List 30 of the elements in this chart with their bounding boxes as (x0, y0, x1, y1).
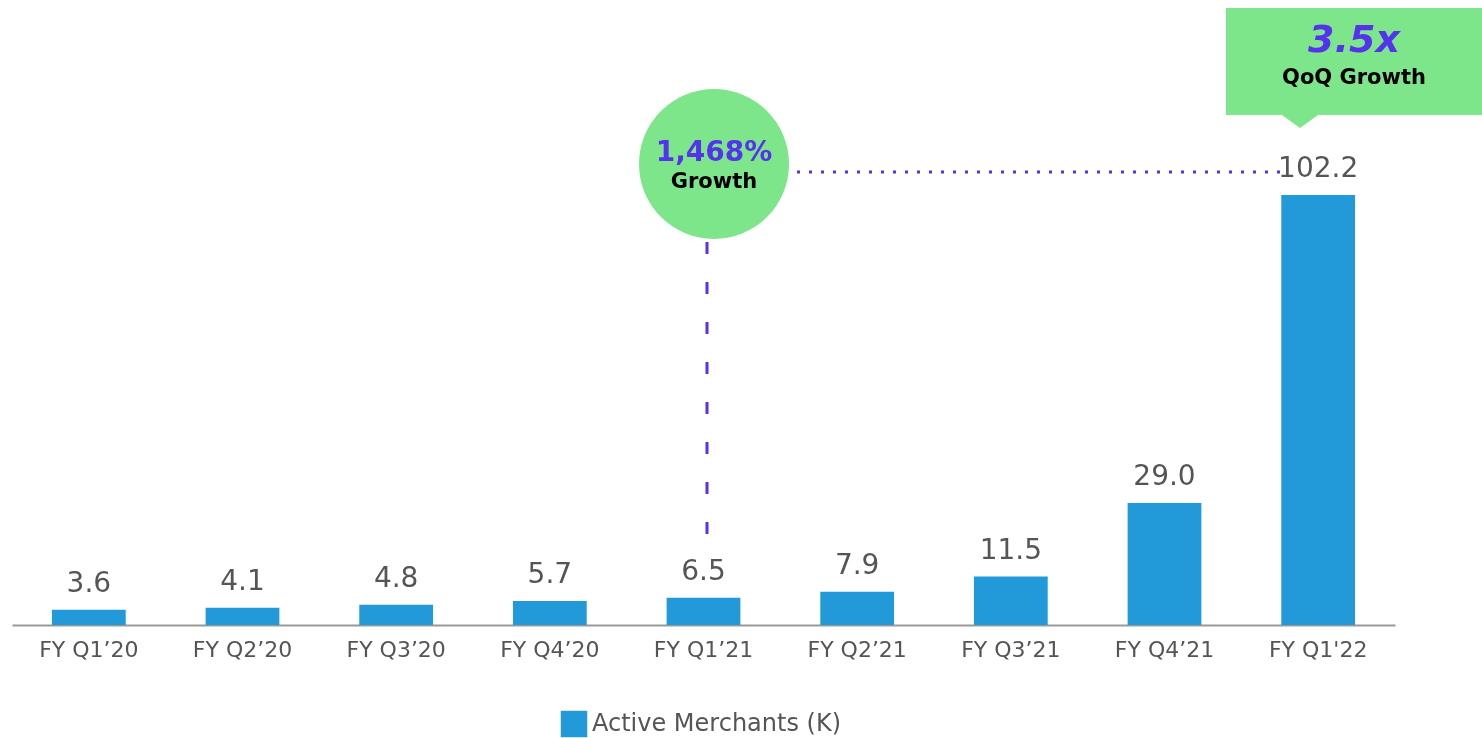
bar (1281, 195, 1356, 625)
data-label: 6.5 (681, 553, 726, 587)
bar (820, 591, 895, 625)
data-label: 11.5 (979, 532, 1043, 566)
bar (666, 597, 741, 625)
x-tick-label: FY Q2’20 (192, 636, 293, 662)
data-label: 4.8 (373, 560, 419, 594)
x-tick-label: FY Q4’21 (1114, 636, 1215, 662)
data-label: 7.9 (834, 547, 880, 581)
x-tick-label: FY Q1'22 (1268, 636, 1368, 662)
data-label: 29.0 (1133, 458, 1196, 492)
x-tick-label: FY Q3’20 (346, 636, 446, 662)
data-label: 4.1 (220, 563, 265, 597)
bar (205, 607, 280, 625)
x-tick-label: FY Q1’20 (39, 636, 139, 662)
bar (51, 609, 126, 625)
x-tick-label: FY Q2’21 (807, 636, 907, 662)
bar (359, 604, 434, 625)
x-tick-label: FY Q1’21 (653, 636, 754, 662)
x-tick-label: FY Q3’21 (961, 636, 1061, 662)
text: 3.5x QoQ Growth (1281, 16, 1427, 91)
bar (512, 601, 587, 625)
data-label: 5.7 (527, 557, 573, 591)
bar (1127, 502, 1202, 625)
bar (973, 576, 1048, 625)
x-tick-label: FY Q4’20 (500, 636, 600, 662)
data-label: 3.6 (66, 565, 112, 599)
data-label: 102.2 (1278, 151, 1359, 184)
text: 1,468% Growth (654, 135, 774, 194)
legend-label: Active Merchants (K) (592, 709, 842, 737)
